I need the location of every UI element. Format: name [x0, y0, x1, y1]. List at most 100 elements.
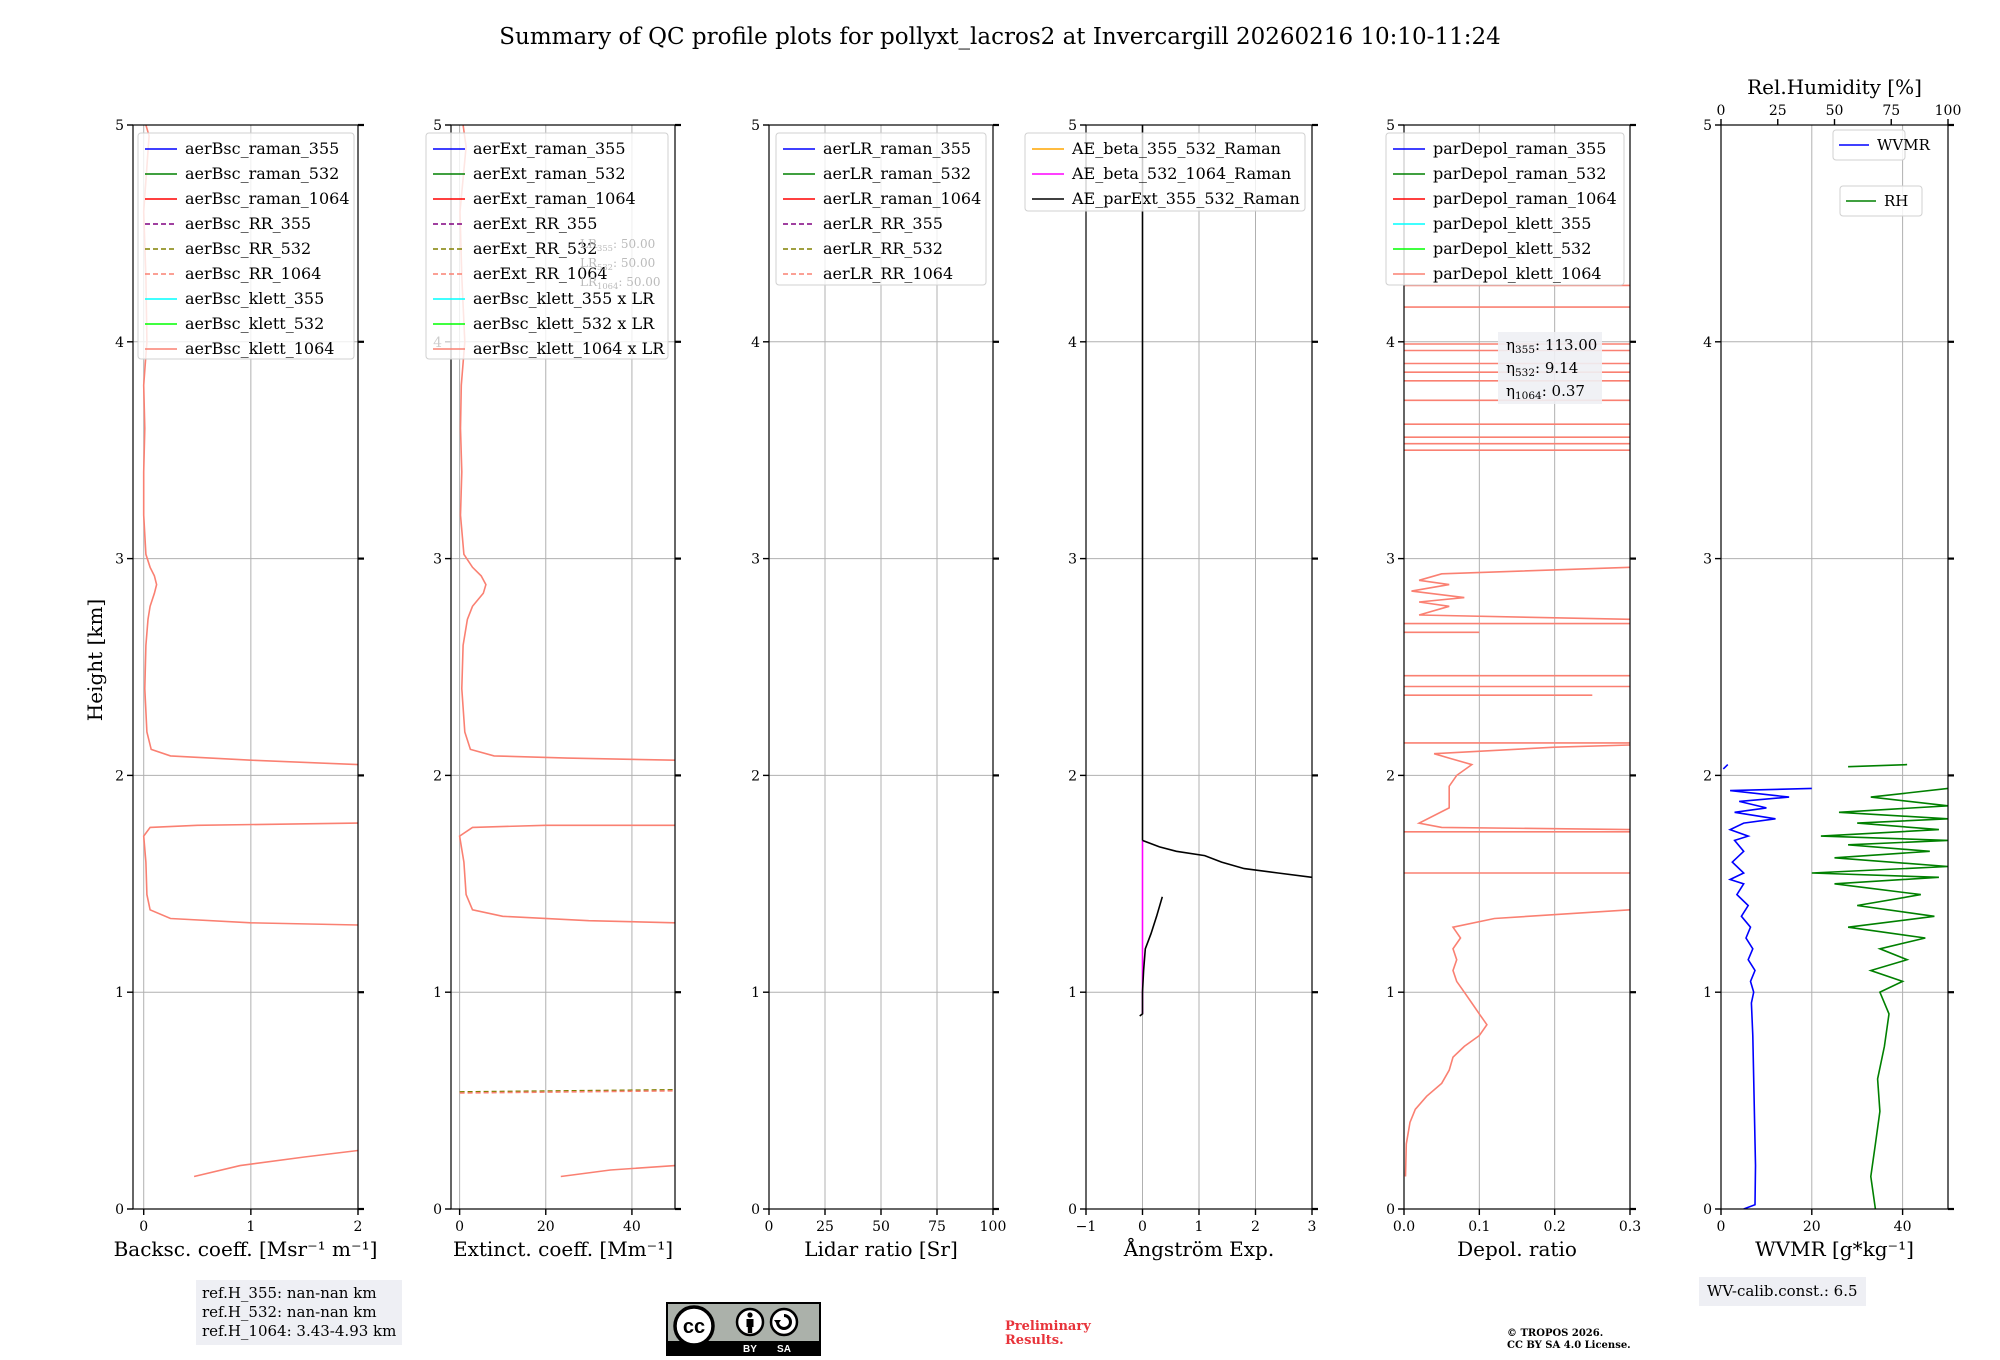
- y-tick-label: 0: [751, 1202, 760, 1218]
- legend-label: parDepol_klett_355: [1433, 214, 1591, 233]
- attribution-person-icon: [735, 1307, 765, 1337]
- y-tick-label: 3: [1703, 552, 1712, 568]
- legend-label: aerExt_RR_1064: [473, 264, 608, 283]
- top-x-tick-label: 50: [1826, 103, 1844, 119]
- series-group: [1139, 125, 1312, 1017]
- x-tick-label: 75: [928, 1219, 946, 1235]
- eta-box: [1498, 332, 1602, 404]
- series-line-AE_parExt_355_532_Raman: [1139, 896, 1164, 1017]
- y-tick-label: 1: [1068, 985, 1077, 1001]
- series-line-parDepol_klett_1064: [1416, 744, 1630, 831]
- series-line-WVMR: [1722, 764, 1729, 770]
- y-tick-label: 2: [1068, 768, 1077, 784]
- series-group: [1404, 284, 1630, 1177]
- copyright-note: © TROPOS 2026. CC BY SA 4.0 License.: [1507, 1328, 1631, 1352]
- top-x-tick-label: 100: [1935, 103, 1962, 119]
- eta-label: η532: 9.14: [1506, 359, 1578, 379]
- x-tick-label: 100: [980, 1219, 1007, 1235]
- legend-label: aerBsc_klett_532 x LR: [473, 314, 655, 333]
- y-tick-label: 4: [1703, 335, 1712, 351]
- y-tick-label: 2: [1703, 768, 1712, 784]
- legend-label: aerExt_raman_1064: [473, 189, 636, 208]
- y-tick-label: 4: [115, 335, 124, 351]
- top-x-tick-label: 0: [1717, 103, 1726, 119]
- eta-label: η1064: 0.37: [1506, 382, 1585, 402]
- series-line-AE_parExt_355_532_Raman: [1142, 839, 1312, 879]
- legend-label: parDepol_raman_1064: [1433, 189, 1617, 208]
- reference-height-box: ref.H_355: nan-nan km ref.H_532: nan-nan…: [196, 1280, 403, 1345]
- series-group: [1722, 763, 1948, 1209]
- y-tick-label: 4: [1068, 335, 1077, 351]
- y-tick-label: 3: [115, 552, 124, 568]
- x-tick-label: 40: [1894, 1219, 1912, 1235]
- series-line-parDepol_klett_1064: [1404, 909, 1630, 1177]
- y-tick-label: 5: [1386, 118, 1395, 134]
- legend-box: [1385, 132, 1625, 286]
- y-tick-label: 3: [433, 552, 442, 568]
- x-tick-label: 0: [765, 1219, 774, 1235]
- x-tick-label: 1: [246, 1219, 255, 1235]
- lidar-ratio-label: LR355: 50.00: [580, 237, 655, 253]
- legend-label: WVMR: [1877, 136, 1931, 154]
- x-axis-label: Ångström Exp.: [1123, 1236, 1274, 1261]
- axes-frame: [1720, 124, 1949, 1210]
- x-tick-label: 0: [139, 1219, 148, 1235]
- y-tick-label: 2: [751, 768, 760, 784]
- panel-depol: 0 1 2 3 4 5 0.0 0.1 0.2 0.3 Depol. ratio parDepol_r…: [1385, 118, 1641, 1261]
- x-axis-label: WVMR [g*kg⁻¹]: [1755, 1237, 1914, 1261]
- ref-height-1064: ref.H_1064: 3.43-4.93 km: [202, 1322, 397, 1340]
- x-tick-label: 2: [1251, 1219, 1260, 1235]
- wv-calibration-constant: WV-calib.const.: 6.5: [1707, 1282, 1858, 1300]
- panel-ext: 01234502040Extinct. coeff. [Mm⁻¹]aerExt_…: [425, 118, 681, 1261]
- x-axis-label: Depol. ratio: [1457, 1237, 1577, 1261]
- legend-label: aerBsc_RR_355: [185, 214, 311, 233]
- series-line-aerBsc_klett_1064: [193, 1149, 358, 1178]
- y-tick-label: 2: [1386, 768, 1395, 784]
- x-tick-label: 0.0: [1393, 1219, 1415, 1235]
- y-tick-label: 4: [751, 335, 760, 351]
- legend-box: [425, 132, 669, 360]
- x-tick-label: 0: [1138, 1219, 1147, 1235]
- series-line-aerExt_RR_1064: [459, 1090, 675, 1094]
- series-line-RH: [1811, 787, 1948, 1209]
- x-tick-label: 25: [816, 1219, 834, 1235]
- legend-label: aerExt_raman_532: [473, 164, 626, 183]
- y-tick-label: 3: [1068, 552, 1077, 568]
- x-tick-label: 0: [1717, 1219, 1726, 1235]
- y-tick-label: 3: [1386, 552, 1395, 568]
- axes-frame: [450, 124, 676, 1210]
- y-tick-label: 5: [751, 118, 760, 134]
- series-line-aerBsc_klett_1064 x LR: [560, 1164, 675, 1178]
- x-axis-label: Lidar ratio [Sr]: [804, 1237, 958, 1261]
- x-tick-label: 2: [354, 1219, 363, 1235]
- legend-label: aerBsc_klett_532: [185, 314, 324, 333]
- legend: aerExt_raman_355 aerExt_raman_532 aerExt_r…: [425, 132, 669, 360]
- preliminary-results-note: Preliminary Results.: [1005, 1320, 1091, 1348]
- legend-label: aerLR_raman_532: [823, 164, 971, 183]
- top-x-tick-label: 75: [1882, 103, 1900, 119]
- y-tick-label: 5: [1068, 118, 1077, 134]
- series-line-aerBsc_klett_1064: [142, 822, 358, 926]
- x-tick-label: 3: [1308, 1219, 1317, 1235]
- x-tick-label: 0.2: [1544, 1219, 1566, 1235]
- y-tick-label: 4: [1386, 335, 1395, 351]
- ref-height-532: ref.H_532: nan-nan km: [202, 1303, 377, 1321]
- wv-calibration-box: WV-calib.const.: 6.5: [1699, 1277, 1866, 1306]
- x-tick-label: 0.1: [1468, 1219, 1490, 1235]
- axes-frame: [132, 124, 359, 1210]
- legend-label: parDepol_raman_532: [1433, 164, 1606, 183]
- y-axis-label: Height [km]: [83, 599, 107, 721]
- legend-box: [137, 132, 355, 360]
- y-tick-label: 1: [1386, 985, 1395, 1001]
- y-tick-label: 5: [115, 118, 124, 134]
- series-line-WVMR: [1727, 787, 1812, 1209]
- legend-label: aerBsc_RR_1064: [185, 264, 321, 283]
- legend-label: AE_parExt_355_532_Raman: [1071, 189, 1300, 208]
- x-tick-label: 20: [537, 1219, 555, 1235]
- legend-RH: RH: [1839, 185, 1923, 217]
- legend-label: aerLR_RR_355: [823, 214, 943, 233]
- y-tick-label: 0: [1386, 1202, 1395, 1218]
